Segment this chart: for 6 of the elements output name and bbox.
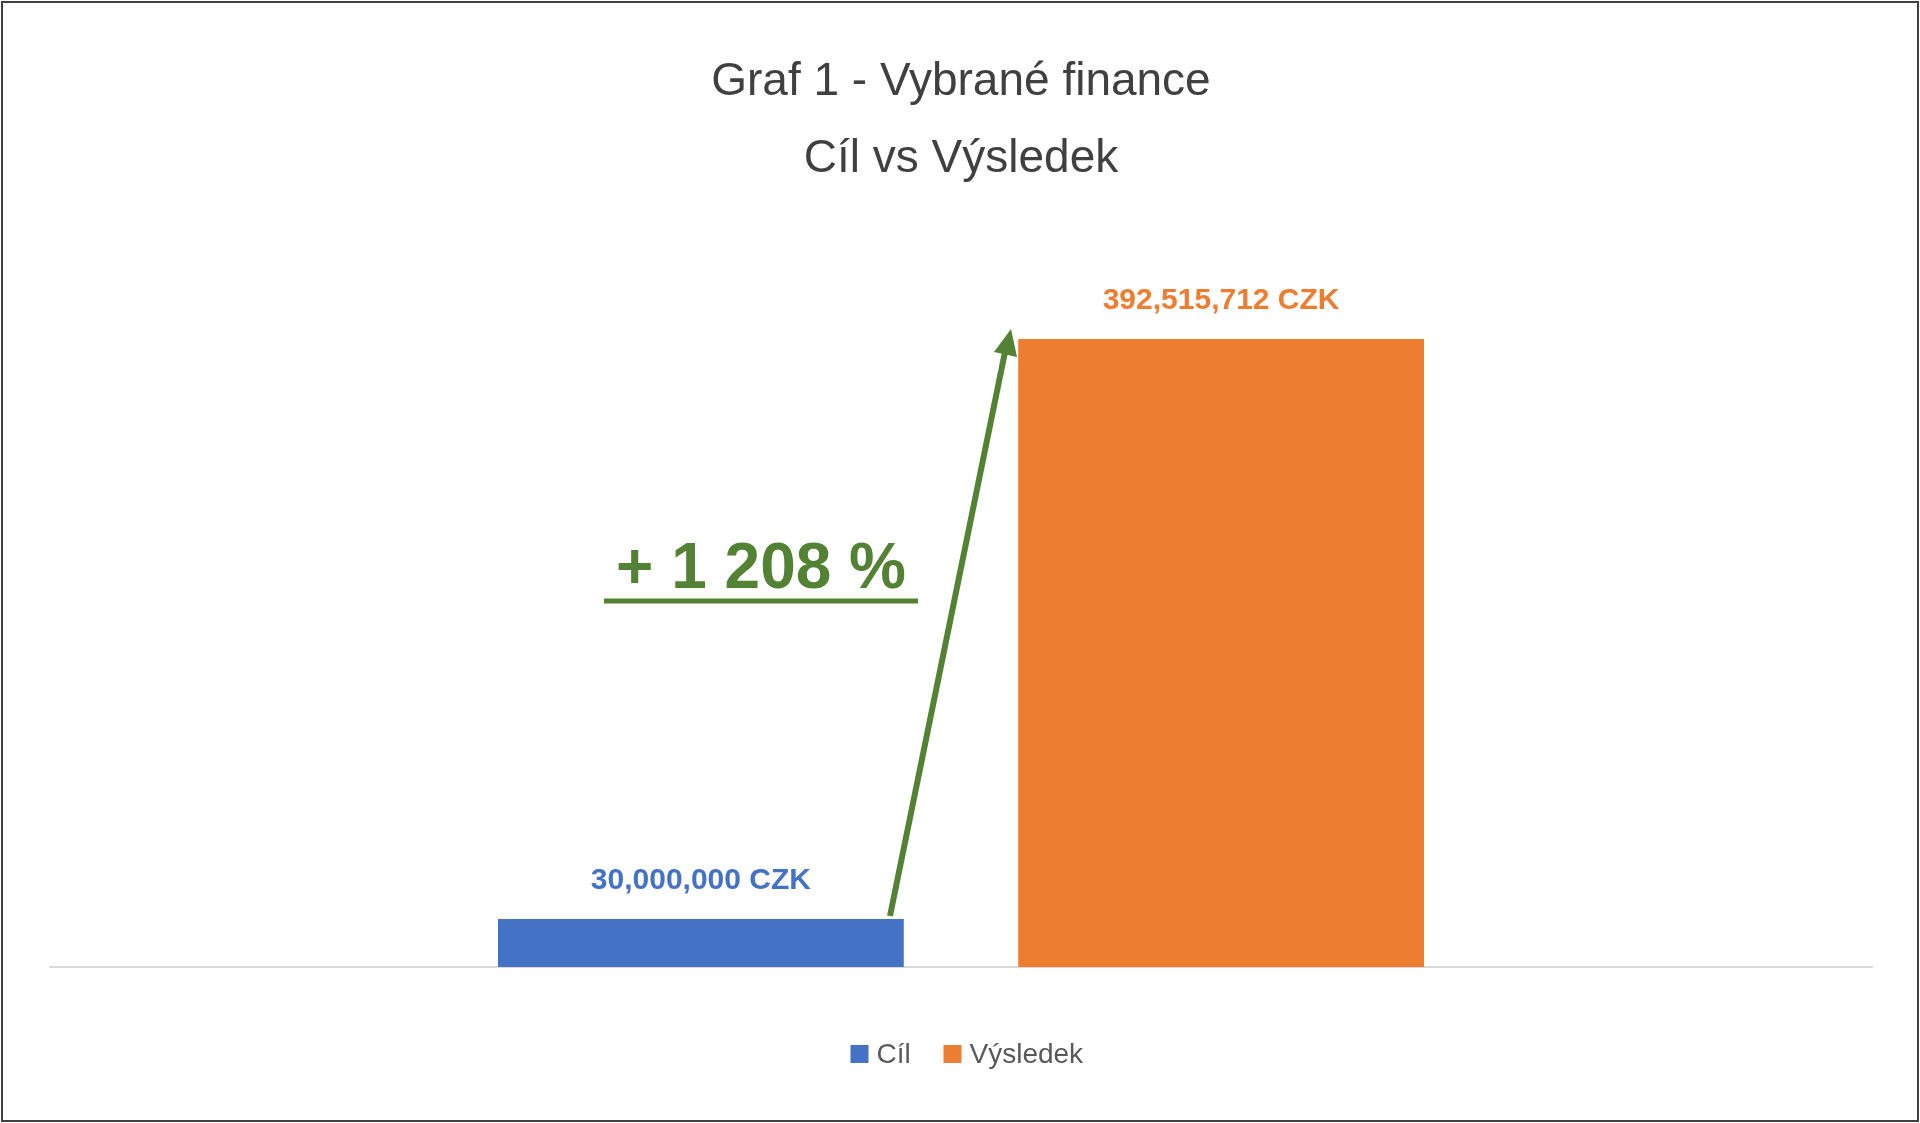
data-label: 30,000,000 CZK xyxy=(590,862,812,895)
legend-label: Cíl xyxy=(876,1038,911,1069)
chart-title: Graf 1 - Vybrané finance Cíl vs Výsledek xyxy=(711,53,1211,182)
legend-label: Výsledek xyxy=(969,1038,1085,1069)
data-label: 392,515,712 CZK xyxy=(1102,282,1340,315)
annotation: + 1 208 % xyxy=(616,530,906,602)
